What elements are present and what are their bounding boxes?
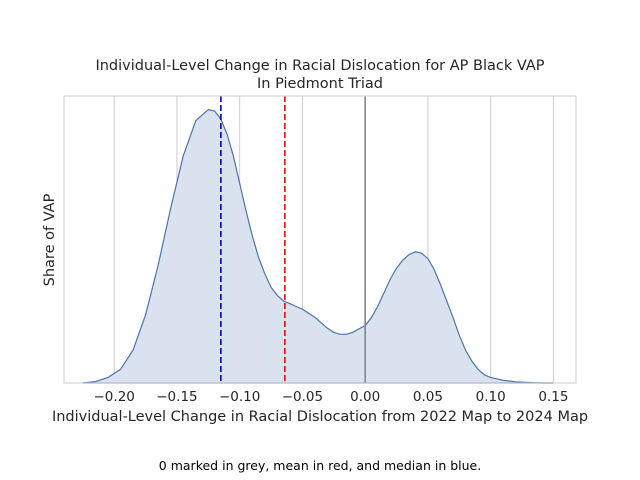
x-axis-label: Individual-Level Change in Racial Disloc… bbox=[52, 409, 588, 425]
plot-frame bbox=[63, 95, 577, 384]
plot-area bbox=[82, 109, 554, 384]
chart-title-line-2: In Piedmont Triad bbox=[257, 76, 383, 92]
x-tick-label: −0.10 bbox=[219, 389, 260, 405]
reference-lines bbox=[220, 96, 366, 383]
x-tick-label: −0.05 bbox=[282, 389, 323, 405]
x-tick-labels: −0.20 −0.15 −0.10 −0.05 0.00 0.05 0.10 0.15 bbox=[94, 389, 569, 405]
x-tick-label: 0.10 bbox=[476, 389, 506, 405]
chart-caption: 0 marked in grey, mean in red, and media… bbox=[159, 458, 481, 473]
density-line bbox=[82, 109, 554, 384]
x-tick-label: 0.00 bbox=[350, 389, 380, 405]
y-axis-label: Share of VAP bbox=[42, 193, 58, 286]
x-tick-label: −0.20 bbox=[94, 389, 135, 405]
x-tick-label: 0.05 bbox=[413, 389, 443, 405]
x-tick-label: 0.15 bbox=[538, 389, 568, 405]
density-area bbox=[82, 109, 554, 383]
x-tick-label: −0.15 bbox=[156, 389, 197, 405]
chart-title-line-1: Individual-Level Change in Racial Disloc… bbox=[95, 58, 544, 74]
